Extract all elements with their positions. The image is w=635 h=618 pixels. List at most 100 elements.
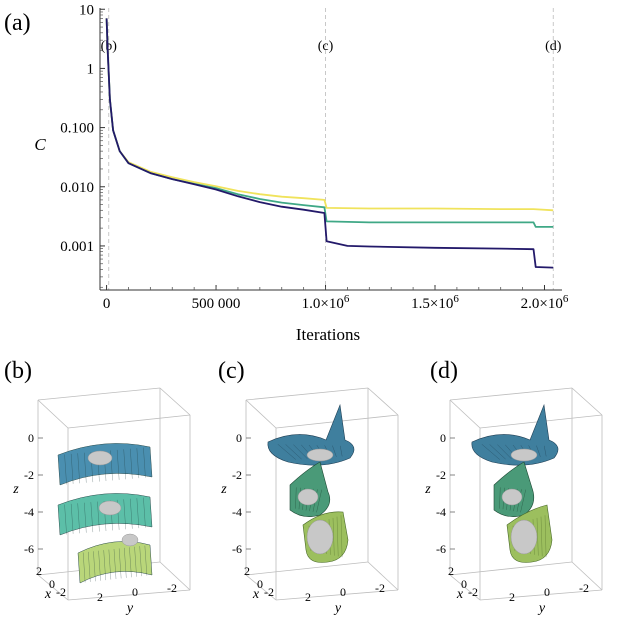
mesh-line	[136, 498, 140, 529]
panel-label-a: (a)	[4, 10, 31, 36]
box-edge	[245, 574, 277, 601]
y-tick-label: 0.100	[60, 121, 94, 137]
mesh-line	[285, 444, 302, 460]
mesh-line	[93, 551, 96, 582]
z-tick-label: -2	[232, 468, 242, 482]
mesh-line	[124, 547, 127, 578]
mesh-line	[77, 453, 80, 484]
mesh-line	[82, 552, 86, 583]
box-edge	[245, 387, 369, 401]
surface-top	[471, 403, 559, 466]
mesh-line	[118, 548, 122, 579]
obstacle-shape	[510, 448, 538, 462]
mesh-line	[544, 445, 547, 457]
box-edge	[67, 414, 191, 429]
box-edge	[37, 387, 161, 401]
mesh-line	[103, 550, 106, 581]
y-axis-title: y	[333, 601, 342, 616]
mesh-line	[70, 453, 74, 484]
z-tick-label: -4	[24, 505, 34, 519]
obstacle-shape	[121, 533, 139, 547]
x-tick-label: -2	[56, 585, 66, 599]
mesh-line	[497, 444, 512, 459]
panel-label-d: (d)	[430, 358, 458, 384]
mesh-line	[340, 515, 343, 558]
y-tick-label: 10	[79, 2, 94, 18]
mesh-line	[130, 448, 133, 479]
mesh-line	[123, 449, 126, 480]
x-axis-title: x	[252, 587, 260, 602]
mesh-line	[130, 498, 133, 529]
mesh-line	[489, 444, 506, 460]
z-tick-label: -4	[232, 505, 242, 519]
convergence-chart: (b) (c) (d) 0 500 000 1.0×106 1.5×106 2.0×106 …	[34, 2, 569, 344]
x-tick-label: 0	[257, 577, 263, 591]
mesh-line	[139, 546, 142, 577]
mesh-line	[144, 545, 148, 576]
obstacle-shape	[510, 519, 538, 555]
mesh-line	[143, 497, 146, 528]
mesh-line	[336, 516, 339, 557]
mesh-line	[108, 549, 112, 580]
box-edge	[449, 574, 481, 601]
marker-label: (c)	[318, 39, 334, 54]
panel-label-b: (b)	[4, 358, 32, 384]
z-axis-title: z	[220, 482, 227, 497]
z-axis-title: z	[424, 482, 431, 497]
box-edge	[479, 589, 603, 601]
box-edge	[449, 387, 573, 401]
box-edge	[449, 561, 573, 576]
x-tick-label: 0	[461, 577, 467, 591]
obstacle-shape	[501, 488, 523, 506]
box-edge	[571, 561, 603, 591]
x-tick-label: 2.0×106	[521, 293, 569, 312]
mesh-line	[332, 445, 337, 457]
box-edge	[367, 387, 399, 416]
x-tick-label: -2	[264, 585, 274, 599]
z-axis-title: z	[12, 482, 19, 497]
x-ticks: 0 500 000 1.0×106 1.5×106 2.0×106	[103, 285, 569, 312]
x-tick-label: 500 000	[192, 296, 241, 312]
box-edge	[159, 561, 191, 591]
box-edge	[367, 561, 399, 591]
y-tick-label: -2	[579, 581, 589, 595]
mesh-line	[332, 517, 335, 556]
mesh-line	[134, 546, 137, 577]
x-tick-label: -2	[468, 585, 478, 599]
y-axis-title: y	[125, 601, 134, 616]
z-tick-label: -6	[24, 542, 34, 556]
mesh-line	[340, 445, 343, 457]
mesh-line	[64, 504, 67, 535]
y-tick-label: 0	[132, 585, 138, 599]
box-edge	[159, 387, 191, 416]
x-tick-label: 0	[103, 296, 111, 312]
obstacle-shape	[98, 500, 122, 516]
x-tick-label: 2	[244, 564, 250, 578]
box-edge	[449, 399, 481, 429]
mesh-line	[123, 499, 126, 530]
z-tick-label: -2	[24, 468, 34, 482]
box-edge	[275, 589, 399, 601]
mesh-line	[499, 487, 501, 509]
obstacle-shape	[306, 519, 334, 555]
mesh-line	[77, 503, 80, 534]
box-edge	[571, 387, 603, 416]
y-tick-label: 2	[97, 590, 103, 604]
mesh-line	[293, 444, 308, 459]
mesh-line	[136, 448, 140, 479]
marker-label: (d)	[545, 39, 562, 54]
x-tick-label: 2	[36, 564, 42, 578]
series-lines	[105, 18, 554, 269]
x-axis-title: x	[456, 587, 464, 602]
z-tick-label: -4	[436, 505, 446, 519]
y-tick-label: 0	[340, 585, 346, 599]
box-edge	[37, 399, 69, 429]
y-tick-label: 0.001	[60, 239, 94, 255]
y-tick-label: -2	[167, 581, 177, 595]
x-tick-label: 2	[448, 564, 454, 578]
z-tick-label: -2	[436, 468, 446, 482]
mesh-line	[295, 487, 297, 509]
y-ticks: 10 1 0.100 0.010 0.001	[60, 2, 105, 288]
mesh-line	[70, 503, 74, 534]
